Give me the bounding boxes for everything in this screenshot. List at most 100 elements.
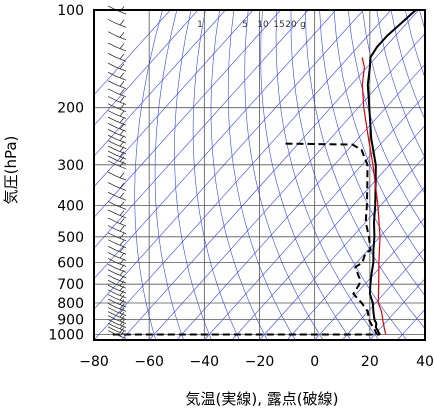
x-tick-label-2: −40 (190, 354, 220, 370)
dry-adiabat-16 (390, 10, 425, 121)
wind-barb-47 (107, 326, 127, 336)
wind-barb-27 (107, 225, 127, 234)
isotherm-line-1 (94, 10, 199, 126)
wind-barb-23 (107, 191, 127, 201)
wind-barb-38 (107, 289, 127, 299)
y-tick-label-4: 500 (57, 230, 84, 246)
wind-barb-43 (107, 311, 127, 321)
adiabat-lines (94, 10, 425, 340)
dry-adiabat-13 (347, 10, 425, 230)
wind-barb-34 (107, 269, 127, 279)
wind-barb-36 (107, 279, 127, 289)
x-tick-label-3: −20 (245, 354, 275, 370)
wind-barb-28 (107, 232, 127, 242)
wind-barb-5 (107, 62, 127, 72)
isotherm-line-4 (94, 10, 281, 218)
y-tick-label-5: 600 (57, 255, 84, 271)
dry-adiabat-4 (210, 10, 268, 340)
dry-adiabat-5 (227, 10, 296, 340)
wind-barb-2 (107, 31, 127, 41)
dry-adiabat-7 (260, 10, 352, 340)
isotherm-line-8 (94, 10, 392, 340)
wind-barb-41 (107, 303, 127, 312)
isotherm-line-20 (424, 339, 425, 340)
y-tick-label-7: 800 (57, 296, 84, 312)
wind-barb-14 (107, 129, 127, 138)
y-tick-label-1: 200 (57, 101, 84, 117)
dry-adiabat-1 (154, 10, 184, 340)
wind-barb-31 (107, 252, 127, 261)
isotherm-line-5 (94, 10, 309, 249)
wind-barb-21 (107, 171, 127, 181)
dry-adiabat-11 (319, 10, 425, 297)
wind-barb-30 (107, 245, 127, 255)
wind-barb-17 (107, 145, 127, 155)
wind-barb-8 (107, 88, 127, 98)
y-tick-label-8: 900 (57, 313, 84, 329)
wind-barb-18 (107, 150, 127, 160)
dry-adiabat-14 (362, 10, 425, 195)
wind-barb-37 (107, 284, 127, 294)
x-tick-label-6: 40 (416, 354, 434, 370)
wind-barb-42 (107, 307, 127, 316)
dry-adiabat-17 (405, 10, 425, 79)
x-tick-labels: −80 −60 −40 −20 0 20 40 (79, 354, 434, 370)
wind-barb-20 (107, 160, 127, 170)
mixing-ratio-label-1: 5 (242, 20, 248, 30)
wind-barb-24 (107, 200, 127, 210)
wind-barb-7 (107, 80, 127, 90)
sounding-series (112, 10, 417, 336)
y-tick-label-2: 300 (57, 158, 84, 174)
wind-barb-39 (107, 294, 127, 303)
wind-barb-1 (107, 19, 127, 28)
y-tick-label-0: 100 (57, 3, 84, 19)
isotherm-line-0 (94, 10, 171, 96)
wind-barb-40 (107, 298, 127, 308)
mixing-ratio-labels: 1 5 10 15 20 g (197, 20, 306, 30)
y-axis-title: 気圧(hPa) (2, 136, 20, 205)
wind-barb-48 (107, 330, 127, 339)
wind-barb-22 (107, 182, 127, 191)
dry-adiabat-2 (174, 10, 212, 340)
isotherm-line-10 (148, 33, 425, 340)
isotherm-line-18 (369, 278, 425, 340)
x-axis-title: 気温(実線), 露点(破線) (186, 390, 339, 408)
wind-barb-26 (107, 217, 127, 227)
dry-adiabat-12 (333, 10, 425, 264)
isotherm-line-15 (286, 186, 425, 340)
x-tick-label-5: 20 (361, 354, 379, 370)
wind-barb-45 (107, 319, 127, 328)
mixing-ratio-label-0: 1 (197, 20, 203, 30)
wind-barb-25 (107, 209, 127, 219)
wind-barb-11 (107, 110, 127, 119)
wind-barb-29 (107, 239, 127, 249)
isotherm-line-2 (94, 10, 226, 157)
wind-barb-16 (107, 140, 127, 150)
y-tick-label-9: 1000 (48, 327, 84, 343)
x-tick-label-0: −80 (79, 354, 109, 370)
dry-adiabat-9 (290, 10, 408, 340)
mixing-ratio-label-4: 20 (285, 20, 297, 30)
wind-barb-32 (107, 258, 127, 267)
plot-frame (93, 9, 426, 341)
isotherm-line-14 (259, 155, 425, 340)
wind-barb-15 (107, 134, 127, 144)
dry-adiabat-15 (376, 10, 425, 159)
dry-adiabat-3 (192, 10, 240, 340)
wind-barb-35 (107, 274, 127, 284)
mixing-ratio-label-3: 15 (273, 20, 284, 30)
mixing-ratio-label-2: 10 (257, 20, 269, 30)
wind-barb-6 (107, 71, 127, 81)
isotherm-line-6 (94, 10, 337, 280)
wind-barb-46 (107, 322, 127, 332)
isotherm-line-11 (176, 63, 425, 340)
wind-barb-13 (107, 123, 127, 132)
isotherm-line-16 (314, 216, 425, 340)
wind-barb-9 (107, 96, 127, 105)
wind-barb-3 (107, 42, 127, 52)
temperature-line (366, 10, 417, 336)
y-tick-label-3: 400 (57, 198, 84, 214)
mixing-ratio-label-5: g (300, 20, 306, 30)
